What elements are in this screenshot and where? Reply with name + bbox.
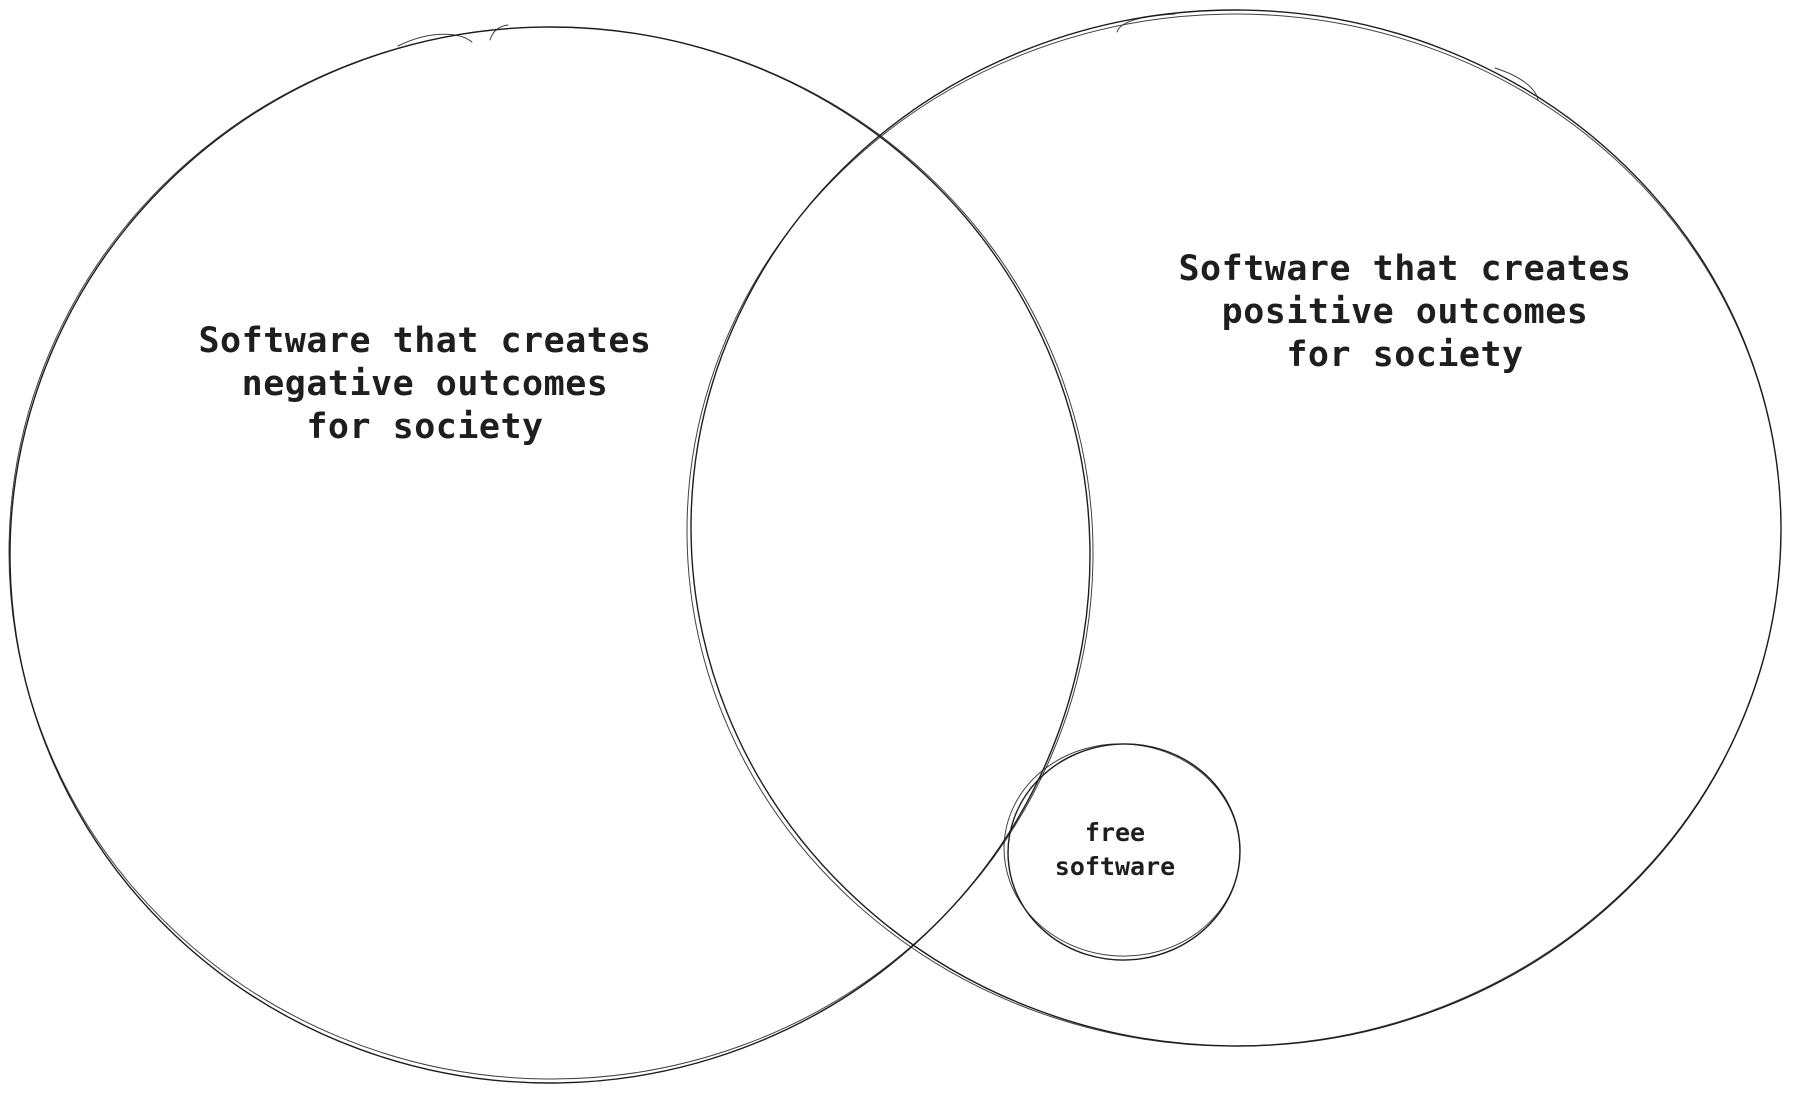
circle-free <box>1003 743 1241 961</box>
set-label-negative-line: for society <box>306 407 544 447</box>
set-label-free-line: software <box>1054 852 1176 881</box>
circle-negative <box>8 24 1094 1084</box>
circle-positive <box>686 9 1782 1047</box>
set-label-free: free software <box>1000 816 1230 884</box>
set-label-positive: Software that creates positive outcomes … <box>1160 248 1650 377</box>
set-label-negative: Software that creates negative outcomes … <box>180 320 670 449</box>
set-label-negative-line: negative outcomes <box>241 364 609 404</box>
set-label-positive-line: Software that creates <box>1178 249 1632 289</box>
set-label-positive-line: for society <box>1286 335 1524 375</box>
set-label-free-line: free <box>1084 818 1146 847</box>
set-label-negative-line: Software that creates <box>198 321 652 361</box>
set-label-positive-line: positive outcomes <box>1221 292 1589 332</box>
